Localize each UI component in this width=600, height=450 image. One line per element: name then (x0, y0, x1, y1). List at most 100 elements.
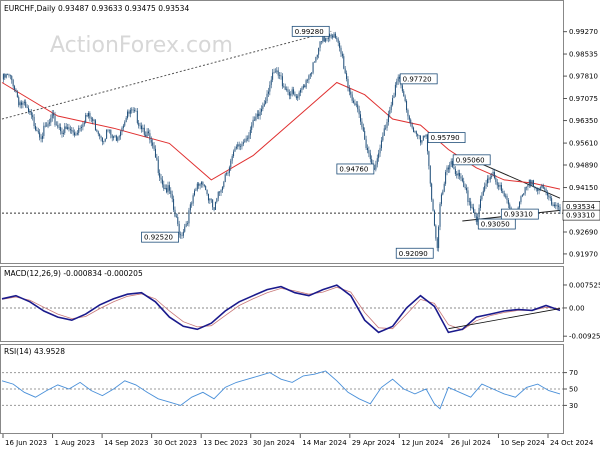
candle-body (252, 119, 254, 126)
price-annotation-label: 0.93310 (504, 211, 533, 219)
x-tick-label: 14 Mar 2024 (302, 439, 347, 447)
candle-body (526, 186, 528, 188)
candle-body (365, 139, 367, 148)
candle-body (447, 167, 449, 170)
rsi-y-tick-label: 30 (569, 402, 578, 410)
candle-body (438, 226, 440, 248)
candle-body (210, 198, 212, 200)
rsi-title: RSI(14) 43.9528 (4, 347, 65, 356)
candle-body (393, 95, 395, 99)
candle-body (383, 128, 385, 136)
candle-body (154, 148, 156, 158)
candle-body (280, 75, 282, 77)
candle-body (277, 70, 279, 76)
candle-body (521, 194, 523, 197)
candle-body (353, 100, 355, 103)
candle-body (320, 41, 322, 42)
candle-body (156, 157, 158, 160)
candle-body (417, 134, 419, 136)
candle-body (473, 207, 475, 213)
candle-body (439, 203, 441, 227)
rsi-y-tick-label: 70 (569, 369, 578, 377)
candle-body (74, 132, 76, 136)
candle-body (274, 71, 276, 73)
support-price-tag (562, 209, 600, 221)
candle-body (85, 115, 87, 123)
candle-body (298, 92, 300, 97)
candle-body (555, 204, 557, 207)
candle-body (523, 193, 525, 195)
candle-body (413, 127, 415, 132)
candle-body (226, 173, 228, 175)
candle-body (445, 172, 447, 184)
candle-body (230, 160, 232, 168)
candle-body (337, 39, 339, 43)
candle-body (124, 122, 126, 126)
candle-body (297, 96, 299, 99)
candle-body (305, 80, 307, 88)
candle-body (351, 94, 353, 101)
candle-body (506, 195, 508, 201)
candle-body (341, 53, 343, 57)
candle-body (442, 191, 444, 195)
candle-body (316, 54, 318, 57)
candle-body (474, 212, 476, 217)
candle-body (29, 111, 31, 113)
candle-body (369, 153, 371, 160)
price-annotation-box (500, 208, 539, 220)
candle-body (454, 169, 456, 175)
candle-body (185, 223, 187, 227)
candle-body (223, 182, 225, 188)
macd-trendline (448, 308, 561, 330)
candle-body (551, 198, 553, 205)
candle-body (256, 113, 258, 117)
candle-body (99, 134, 101, 137)
price-annotation-label: 0.95060 (456, 156, 485, 164)
candle-body (361, 121, 363, 128)
price-annotation-label: 0.99280 (295, 28, 324, 36)
candle-body (138, 122, 140, 126)
candle-body (464, 186, 466, 188)
candle-body (546, 192, 548, 196)
candle-body (311, 72, 313, 74)
candle-body (189, 204, 191, 211)
candle-body (168, 185, 170, 191)
candle-body (450, 161, 452, 165)
candle-body (270, 79, 272, 85)
candle-body (115, 135, 117, 141)
candle-body (325, 38, 327, 42)
candle-body (479, 199, 481, 208)
candle-body (72, 130, 74, 133)
candle-body (249, 129, 251, 136)
y-tick-label: 0.94150 (569, 184, 598, 192)
candle-body (4, 73, 6, 78)
candle-body (50, 118, 52, 123)
candle-body (340, 47, 342, 54)
candle-body (415, 131, 417, 135)
candle-body (389, 109, 391, 114)
price-annotation-box (427, 132, 466, 144)
candle-body (7, 74, 9, 75)
candle-body (71, 130, 73, 131)
candle-body (175, 216, 177, 218)
candle-body (286, 89, 288, 90)
price-annotation-box (141, 231, 179, 243)
candle-body (26, 106, 28, 108)
candle-body (248, 135, 250, 139)
candle-body (394, 84, 396, 96)
candle-body (170, 190, 172, 195)
candle-body (559, 206, 561, 212)
macd-y-tick-label: 0.007525 (569, 281, 600, 289)
candle-body (217, 191, 219, 199)
candle-body (146, 131, 148, 137)
candle-body (544, 188, 546, 190)
candle-body (471, 207, 473, 209)
macd-title: MACD(12,26,9) -0.000834 -0.000205 (4, 269, 143, 278)
candle-body (221, 187, 223, 191)
candle-body (253, 119, 255, 121)
main-panel (0, 0, 564, 264)
candle-body (358, 109, 360, 115)
price-annotation-label: 0.97720 (403, 75, 432, 83)
candle-body (233, 151, 235, 157)
candle-body (524, 187, 526, 194)
